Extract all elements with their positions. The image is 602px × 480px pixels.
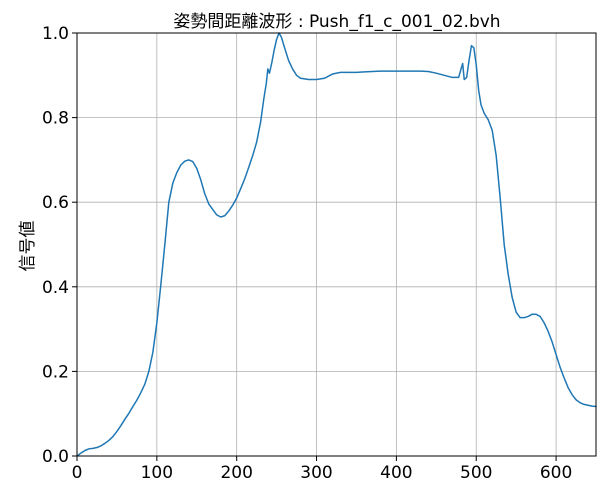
series-layer	[76, 32, 597, 457]
x-tick-label: 100	[141, 463, 173, 480]
y-tick-label: 0.0	[42, 447, 69, 467]
x-tick-label: 600	[540, 463, 572, 480]
series-line	[76, 32, 597, 457]
y-tick-label: 0.6	[42, 193, 69, 213]
y-axis-ticks: 0.0 0.2 0.4 0.6 0.8 1.0	[42, 24, 77, 467]
y-tick-label: 0.2	[42, 362, 69, 382]
x-axis-ticks: 0 100 200 300 400 500 600	[72, 456, 572, 480]
chart-title: 姿勢間距離波形 : Push_f1_c_001_02.bvh	[173, 12, 500, 32]
y-tick-label: 1.0	[42, 24, 69, 44]
x-tick-label: 400	[380, 463, 412, 480]
x-tick-label: 300	[300, 463, 332, 480]
grid-lines	[76, 32, 596, 457]
y-axis-label: 信号値	[18, 221, 38, 272]
x-tick-label: 200	[220, 463, 252, 480]
x-tick-label: 0	[72, 463, 83, 480]
y-tick-label: 0.8	[42, 109, 69, 129]
x-tick-label: 500	[460, 463, 492, 480]
plot-frame	[76, 32, 597, 457]
y-tick-label: 0.4	[42, 278, 69, 298]
